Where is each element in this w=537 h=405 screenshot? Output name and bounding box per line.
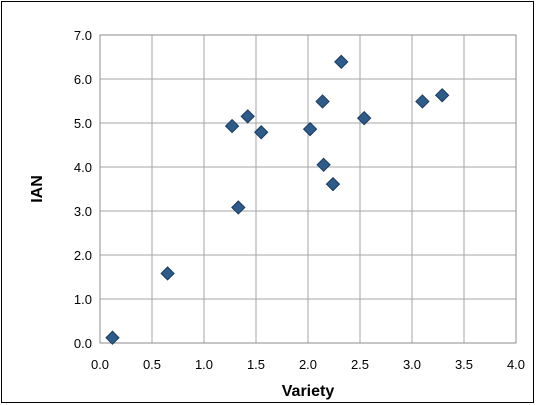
plot-area	[99, 34, 517, 344]
data-point	[315, 94, 330, 109]
x-tick-label: 0.5	[143, 357, 161, 372]
grid-lines	[100, 35, 516, 343]
y-tick-label: 7.0	[74, 28, 92, 43]
data-point	[302, 121, 318, 137]
x-tick-label: 2.0	[299, 357, 317, 372]
y-tick-label: 0.0	[74, 336, 92, 351]
x-axis-title: Variety	[282, 383, 335, 400]
x-tick-label: 1.5	[247, 357, 265, 372]
data-point	[316, 157, 331, 173]
data-point	[253, 125, 269, 140]
data-point	[240, 109, 255, 124]
x-tick-label: 3.0	[403, 357, 421, 372]
x-tick-label: 2.5	[351, 357, 369, 372]
data-point	[160, 266, 175, 281]
y-tick-label: 2.0	[74, 248, 92, 263]
x-tick-label: 1.0	[195, 357, 213, 372]
data-point	[224, 118, 240, 134]
data-point	[105, 330, 120, 345]
y-tick-label: 3.0	[74, 204, 92, 219]
plot-area-border	[99, 34, 517, 344]
y-tick-label: 4.0	[74, 160, 92, 175]
data-point	[434, 88, 450, 103]
data-point	[325, 176, 341, 192]
data-point	[334, 54, 349, 70]
x-tick-label: 4.0	[507, 357, 525, 372]
data-points	[105, 54, 450, 345]
y-axis-ticks: 0.0 1.0 2.0 3.0 4.0 5.0 6.0 7.0	[74, 28, 92, 351]
x-tick-label: 3.5	[455, 357, 473, 372]
data-point	[356, 110, 372, 126]
data-point	[231, 200, 246, 215]
y-tick-label: 1.0	[74, 292, 92, 307]
y-tick-label: 6.0	[74, 72, 92, 87]
data-point	[415, 94, 430, 109]
x-axis-ticks: 0.0 0.5 1.0 1.5 2.0 2.5 3.0 3.5 4.0	[91, 357, 525, 372]
x-tick-label: 0.0	[91, 357, 109, 372]
y-axis-title: IAN	[29, 175, 46, 203]
y-tick-label: 5.0	[74, 116, 92, 131]
